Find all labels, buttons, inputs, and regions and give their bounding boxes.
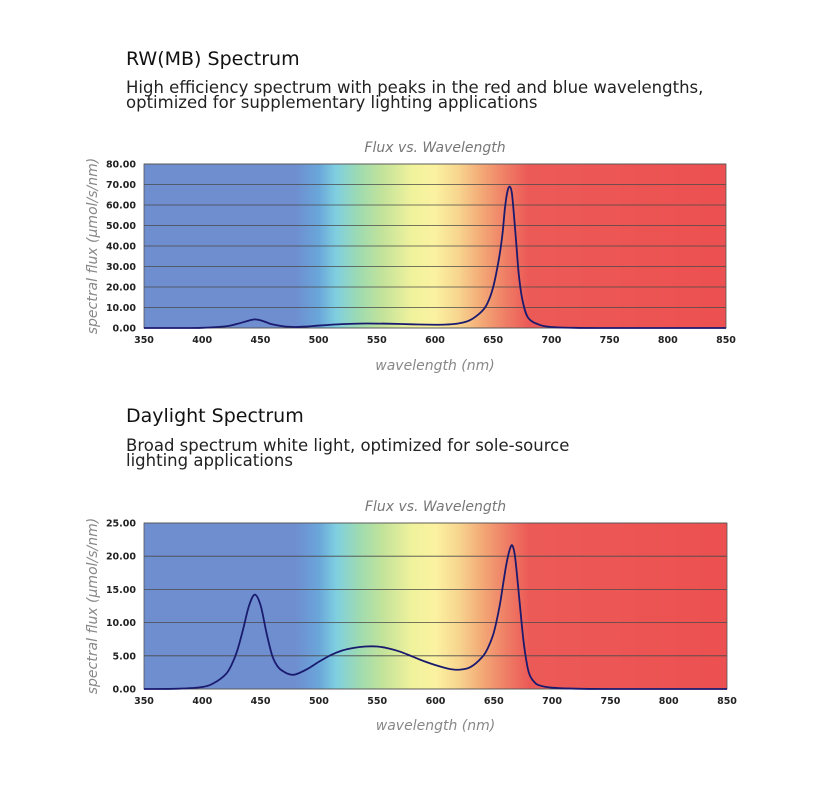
y-axis-label: spectral flux (μmol/s/nm) xyxy=(85,518,101,694)
y-tick-label: 0.00 xyxy=(113,685,137,696)
x-axis-label: wavelength (nm) xyxy=(376,718,495,734)
x-axis-label: wavelength (nm) xyxy=(375,358,494,374)
y-tick-label: 50.00 xyxy=(106,221,136,232)
y-tick-label: 20.00 xyxy=(106,552,136,563)
x-tick-label: 400 xyxy=(192,335,212,346)
description-line: High efficiency spectrum with peaks in t… xyxy=(126,78,704,97)
x-tick-label: 700 xyxy=(542,696,562,707)
x-tick-label: 800 xyxy=(658,335,678,346)
series-line xyxy=(143,544,727,690)
x-tick-label: 450 xyxy=(251,696,271,707)
section-description: High efficiency spectrum with peaks in t… xyxy=(126,78,726,112)
x-tick-label: 850 xyxy=(716,335,736,346)
series-line xyxy=(143,185,726,329)
x-tick-label: 700 xyxy=(541,335,561,346)
y-tick-label: 10.00 xyxy=(106,618,136,629)
y-axis-label: spectral flux (μmol/s/nm) xyxy=(85,158,101,334)
y-tick-label: 20.00 xyxy=(106,283,136,294)
y-tick-label: 40.00 xyxy=(106,242,136,253)
chart-title: Flux vs. Wavelength xyxy=(364,140,505,156)
x-tick-label: 850 xyxy=(717,696,737,707)
plot-border xyxy=(143,163,727,329)
y-tick-label: 80.00 xyxy=(106,160,136,171)
x-tick-label: 500 xyxy=(309,696,329,707)
description-line: Broad spectrum white light, optimized fo… xyxy=(126,436,570,455)
y-tick-label: 60.00 xyxy=(106,201,136,212)
x-tick-label: 350 xyxy=(134,696,154,707)
section-description: Broad spectrum white light, optimized fo… xyxy=(126,436,726,470)
section-title: RW(MB) Spectrum xyxy=(126,48,300,70)
plot-border xyxy=(143,522,728,690)
x-tick-label: 400 xyxy=(192,696,212,707)
y-tick-label: 30.00 xyxy=(106,262,136,273)
description-line: lighting applications xyxy=(126,451,293,470)
x-tick-label: 650 xyxy=(484,696,504,707)
y-tick-label: 10.00 xyxy=(106,303,136,314)
y-tick-label: 15.00 xyxy=(106,585,136,596)
spectrum-chart-daylight: 0.00 5.00 10.00 15.00 20.00 25.00 350 400 450 500… xyxy=(85,499,737,734)
x-tick-label: 650 xyxy=(483,335,503,346)
x-tick-label: 550 xyxy=(367,335,387,346)
plot-area xyxy=(144,523,727,689)
x-tick-label: 450 xyxy=(250,335,270,346)
y-tick-label: 70.00 xyxy=(106,180,136,191)
y-tick-label: 0.00 xyxy=(113,324,137,335)
chart-title: Flux vs. Wavelength xyxy=(365,499,506,515)
x-tick-label: 600 xyxy=(425,335,445,346)
x-tick-label: 750 xyxy=(600,335,620,346)
spectrum-chart-rwmb: 0.00 10.00 20.00 30.00 40.00 50.00 60.00 70.00 8… xyxy=(85,140,736,374)
x-tick-label: 800 xyxy=(659,696,679,707)
x-tick-label: 350 xyxy=(134,335,154,346)
description-line: optimized for supplementary lighting app… xyxy=(126,93,538,112)
section-title: Daylight Spectrum xyxy=(126,405,304,427)
x-tick-label: 600 xyxy=(426,696,446,707)
x-tick-label: 500 xyxy=(309,335,329,346)
x-tick-label: 550 xyxy=(367,696,387,707)
y-tick-label: 25.00 xyxy=(106,519,136,530)
x-tick-label: 750 xyxy=(600,696,620,707)
y-tick-label: 5.00 xyxy=(113,651,137,662)
